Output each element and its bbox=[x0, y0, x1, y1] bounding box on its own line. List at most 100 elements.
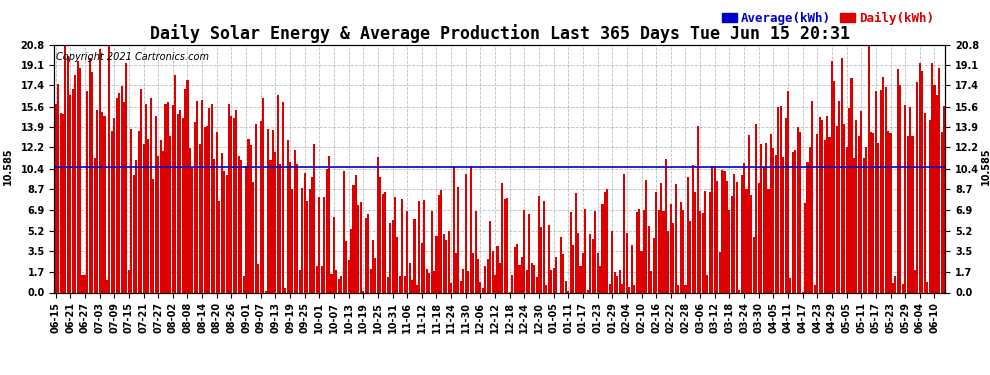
Bar bbox=[750, 195, 752, 292]
Bar bbox=[103, 116, 106, 292]
Bar bbox=[824, 140, 826, 292]
Bar bbox=[609, 284, 611, 292]
Bar bbox=[323, 197, 326, 292]
Bar bbox=[814, 285, 816, 292]
Bar bbox=[286, 140, 289, 292]
Bar bbox=[650, 270, 652, 292]
Bar bbox=[626, 232, 628, 292]
Title: Daily Solar Energy & Average Production Last 365 Days Tue Jun 15 20:31: Daily Solar Energy & Average Production … bbox=[149, 24, 850, 44]
Bar bbox=[634, 285, 636, 292]
Bar bbox=[702, 213, 704, 292]
Bar bbox=[839, 101, 841, 292]
Bar bbox=[734, 174, 736, 292]
Bar bbox=[374, 258, 376, 292]
Bar bbox=[148, 140, 149, 292]
Bar bbox=[140, 89, 143, 292]
Bar bbox=[777, 107, 779, 292]
Bar bbox=[560, 237, 562, 292]
Bar bbox=[91, 72, 93, 292]
Bar bbox=[149, 99, 151, 292]
Bar bbox=[670, 204, 672, 292]
Bar bbox=[179, 110, 181, 292]
Bar bbox=[592, 239, 594, 292]
Bar bbox=[647, 226, 649, 292]
Bar bbox=[582, 253, 584, 292]
Bar bbox=[584, 210, 586, 292]
Bar bbox=[367, 214, 369, 292]
Bar bbox=[152, 179, 154, 292]
Bar bbox=[939, 68, 940, 292]
Bar bbox=[611, 231, 613, 292]
Bar bbox=[531, 263, 533, 292]
Bar bbox=[855, 120, 857, 292]
Bar bbox=[328, 156, 330, 292]
Bar bbox=[692, 165, 694, 292]
Bar bbox=[111, 131, 113, 292]
Bar bbox=[84, 275, 86, 292]
Bar bbox=[136, 160, 138, 292]
Bar bbox=[133, 175, 135, 292]
Bar bbox=[304, 173, 306, 292]
Bar bbox=[191, 168, 193, 292]
Bar bbox=[472, 253, 474, 292]
Bar bbox=[494, 274, 496, 292]
Bar bbox=[767, 189, 769, 292]
Bar bbox=[211, 104, 213, 292]
Bar bbox=[62, 114, 64, 292]
Bar bbox=[201, 100, 203, 292]
Bar bbox=[123, 102, 125, 292]
Bar bbox=[514, 248, 516, 292]
Bar bbox=[306, 201, 308, 292]
Bar bbox=[887, 130, 889, 292]
Bar bbox=[226, 175, 228, 292]
Bar bbox=[541, 227, 543, 292]
Bar bbox=[624, 174, 626, 292]
Bar bbox=[116, 98, 118, 292]
Bar bbox=[845, 147, 847, 292]
Bar bbox=[154, 116, 156, 292]
Bar bbox=[934, 85, 936, 292]
Bar bbox=[484, 266, 486, 292]
Bar bbox=[907, 136, 909, 292]
Bar bbox=[487, 259, 489, 292]
Bar bbox=[121, 86, 123, 292]
Bar bbox=[414, 219, 416, 292]
Bar bbox=[655, 192, 657, 292]
Bar bbox=[602, 204, 604, 292]
Bar bbox=[446, 240, 447, 292]
Bar bbox=[892, 284, 894, 292]
Bar bbox=[721, 170, 723, 292]
Bar bbox=[236, 110, 238, 292]
Bar bbox=[694, 192, 696, 292]
Bar bbox=[792, 152, 794, 292]
Bar bbox=[519, 264, 521, 292]
Bar bbox=[474, 211, 476, 292]
Bar bbox=[159, 140, 161, 292]
Bar bbox=[936, 95, 938, 292]
Text: Copyright 2021 Cartronics.com: Copyright 2021 Cartronics.com bbox=[56, 53, 209, 62]
Bar bbox=[189, 148, 191, 292]
Bar bbox=[745, 189, 747, 292]
Bar bbox=[809, 147, 811, 292]
Bar bbox=[157, 156, 159, 292]
Bar bbox=[272, 130, 274, 292]
Bar bbox=[459, 280, 462, 292]
Bar bbox=[652, 238, 654, 292]
Bar bbox=[359, 202, 362, 292]
Bar bbox=[662, 211, 664, 292]
Bar bbox=[467, 271, 469, 292]
Bar bbox=[931, 63, 933, 292]
Bar bbox=[194, 122, 196, 292]
Bar bbox=[86, 91, 88, 292]
Bar bbox=[447, 231, 449, 292]
Bar bbox=[424, 200, 426, 292]
Bar bbox=[757, 183, 759, 292]
Bar bbox=[789, 278, 791, 292]
Bar bbox=[870, 132, 872, 292]
Bar bbox=[929, 120, 931, 292]
Bar bbox=[252, 182, 254, 292]
Bar bbox=[889, 133, 892, 292]
Bar bbox=[772, 148, 774, 292]
Bar bbox=[524, 210, 526, 292]
Bar bbox=[689, 221, 691, 292]
